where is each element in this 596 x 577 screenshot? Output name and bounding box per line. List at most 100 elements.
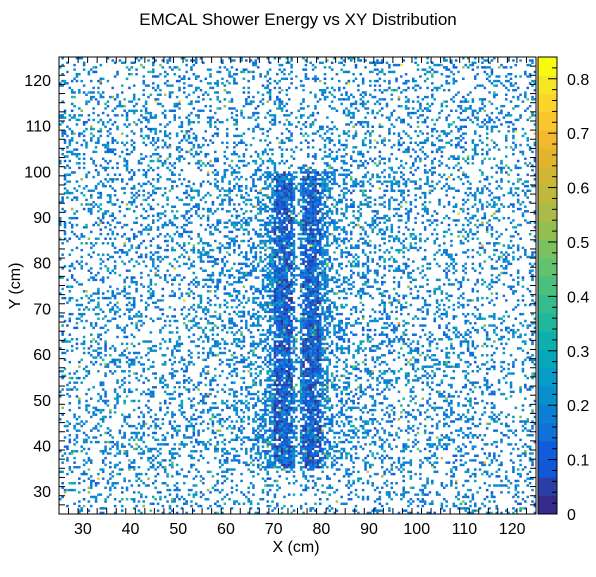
heatmap-cell [283, 283, 286, 286]
heatmap-cell [70, 79, 74, 83]
heatmap-cell [125, 118, 129, 122]
heatmap-cell [216, 246, 219, 250]
heatmap-cell [187, 130, 191, 133]
heatmap-cell [264, 301, 267, 304]
heatmap-cell [163, 495, 167, 499]
heatmap-cell [214, 324, 217, 327]
heatmap-cell [283, 427, 286, 430]
heatmap-cell [247, 127, 250, 131]
heatmap-cell [166, 472, 169, 476]
heatmap-cell [273, 228, 277, 231]
heatmap-cell [192, 120, 196, 124]
heatmap-cell [268, 148, 272, 151]
heatmap-cell [254, 438, 258, 442]
heatmap-cell [259, 258, 262, 261]
heatmap-cell [249, 155, 253, 158]
heatmap-cell [90, 127, 93, 131]
heatmap-cell [113, 194, 117, 197]
heatmap-cell [249, 203, 253, 206]
heatmap-cell [187, 221, 191, 224]
heatmap-cell [75, 155, 79, 158]
heatmap-cell [85, 434, 88, 437]
heatmap-cell [78, 365, 81, 368]
heatmap-cell [245, 191, 248, 195]
heatmap-cell [194, 475, 198, 478]
heatmap-cell [247, 356, 250, 359]
heatmap-cell [268, 120, 272, 124]
heatmap-cell [94, 408, 98, 412]
heatmap-cell [276, 196, 279, 199]
heatmap-cell [283, 306, 286, 309]
heatmap-cell [190, 319, 193, 323]
heatmap-cell [90, 210, 93, 213]
heatmap-cell [237, 159, 241, 163]
heatmap-cell [109, 310, 112, 314]
heatmap-cell [123, 104, 126, 108]
heatmap-cell [82, 290, 86, 293]
heatmap-cell [233, 447, 236, 451]
heatmap-cell [61, 72, 64, 76]
heatmap-cell [225, 242, 229, 245]
heatmap-cell [116, 397, 119, 400]
heatmap-cell [235, 68, 239, 71]
heatmap-cell [280, 173, 284, 176]
heatmap-cell [73, 77, 76, 80]
heatmap-cell [87, 72, 91, 76]
heatmap-cell [128, 390, 131, 394]
heatmap-cell [185, 436, 188, 439]
heatmap-cell [132, 200, 136, 204]
heatmap-cell [245, 450, 248, 453]
heatmap-cell [90, 429, 93, 432]
heatmap-cell [247, 438, 250, 442]
heatmap-cell [156, 180, 160, 183]
heatmap-cell [123, 262, 126, 266]
heatmap-cell [221, 482, 224, 485]
heatmap-cell [216, 285, 219, 288]
heatmap-cell [173, 360, 177, 364]
heatmap-cell [99, 79, 103, 83]
heatmap-cell [214, 125, 217, 128]
heatmap-cell [254, 107, 258, 110]
heatmap-cell [187, 141, 191, 144]
heatmap-cell [154, 486, 157, 490]
heatmap-cell [256, 507, 260, 510]
heatmap-cell [192, 189, 196, 192]
heatmap-cell [116, 141, 119, 144]
heatmap-cell [228, 91, 231, 94]
heatmap-cell [175, 349, 179, 352]
heatmap-cell [268, 374, 272, 378]
heatmap-cell [221, 447, 224, 451]
heatmap-cell [116, 365, 119, 368]
heatmap-cell [235, 342, 239, 346]
heatmap-cell [68, 139, 72, 142]
heatmap-cell [154, 127, 157, 131]
heatmap-cell [132, 141, 136, 144]
heatmap-cell [271, 285, 274, 288]
heatmap-cell [283, 322, 286, 325]
heatmap-cell [237, 171, 241, 174]
heatmap-cell [194, 315, 198, 318]
heatmap-cell [276, 406, 279, 410]
heatmap-cell [173, 214, 177, 218]
heatmap-cell [197, 338, 200, 341]
heatmap-cell [230, 331, 234, 334]
heatmap-cell [173, 173, 177, 176]
heatmap-cell [276, 399, 279, 403]
heatmap-cell [237, 315, 241, 318]
heatmap-cell [104, 107, 107, 110]
heatmap-cell [280, 324, 284, 327]
heatmap-cell [247, 70, 250, 74]
heatmap-cell [154, 418, 157, 421]
heatmap-cell [235, 438, 239, 442]
heatmap-cell [104, 226, 107, 229]
heatmap-cell [135, 431, 138, 435]
heatmap-cell [199, 422, 203, 426]
heatmap-cell [123, 326, 126, 330]
heatmap-cell [211, 280, 215, 284]
heatmap-cell [109, 347, 112, 350]
heatmap-cell [68, 434, 72, 437]
heatmap-cell [144, 125, 148, 128]
heatmap-cell [235, 127, 239, 131]
heatmap-cell [175, 488, 179, 492]
heatmap-cell [154, 475, 157, 478]
